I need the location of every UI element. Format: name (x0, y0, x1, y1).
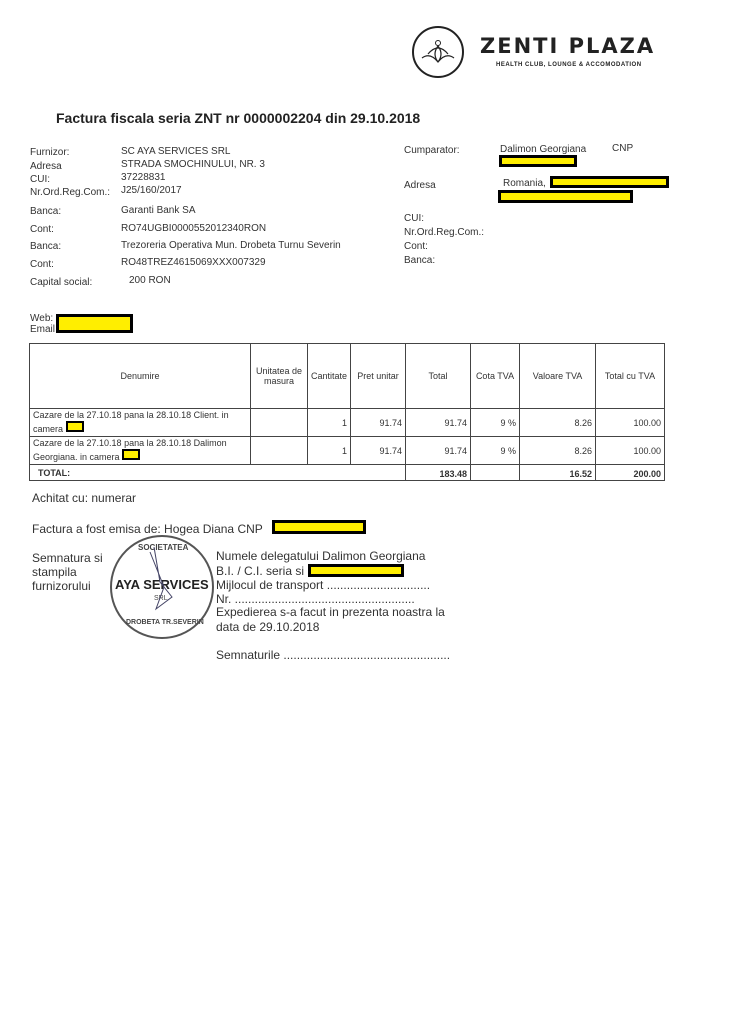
buyer-name: Dalimon Georgiana (500, 144, 587, 155)
redaction (56, 314, 133, 333)
label: Nr.Ord.Reg.Com.: (404, 227, 485, 238)
cell: 9 % (470, 408, 521, 437)
cell: 8.26 (519, 408, 597, 437)
col-header: Denumire (29, 343, 251, 409)
signature-scribble-icon (149, 546, 173, 611)
redaction (498, 190, 633, 203)
logo-tagline: HEALTH CLUB, LOUNGE & ACCOMODATION (496, 62, 642, 68)
stamp-sub: SRL (154, 595, 168, 602)
col-header: Cota TVA (470, 343, 521, 409)
col-header: Total cu TVA (595, 343, 665, 409)
address-label: Adresa (404, 180, 436, 191)
cell: 1 (306, 408, 352, 437)
total-row: TOTAL: 183.48 16.52 200.00 (28, 464, 665, 481)
web-label: Web: (30, 313, 54, 324)
label: Capital social: (30, 277, 93, 288)
cell (250, 408, 308, 437)
col-header: Cantitate (306, 343, 352, 409)
signature-label: stampila (32, 565, 77, 579)
shipping-date: data de 29.10.2018 (216, 620, 320, 634)
logo: ZENTI PLAZA HEALTH CLUB, LOUNGE & ACCOMO… (410, 24, 680, 80)
table-header: Denumire Unitatea de masura Cantitate Pr… (29, 343, 665, 409)
stamp-top: SOCIETATEA (138, 543, 189, 552)
stamp-bottom: DROBETA TR.SEVERIN (126, 619, 204, 626)
label: Cont: (30, 259, 54, 270)
table-row: Cazare de la 27.10.18 pana la 28.10.18 C… (29, 408, 665, 437)
col-header: Total (405, 343, 472, 409)
cell: 100.00 (595, 408, 665, 437)
label: Adresa (30, 161, 62, 172)
logo-name: ZENTI PLAZA (480, 34, 656, 58)
delegate-name: Numele delegatului Dalimon Georgiana (216, 549, 426, 563)
total-vat: 16.52 (519, 464, 597, 481)
table-row: Cazare de la 27.10.18 pana la 28.10.18 D… (29, 436, 665, 465)
cell: 8.26 (519, 436, 597, 465)
redaction (308, 564, 404, 577)
cell: 91.74 (405, 436, 472, 465)
total-label: TOTAL: (28, 464, 407, 481)
cell: 9 % (470, 436, 521, 465)
label: Banca: (30, 241, 62, 252)
label: Furnizor: (30, 147, 70, 158)
items-table: Denumire Unitatea de masura Cantitate Pr… (28, 343, 665, 481)
value: Trezoreria Operativa Mun. Drobeta Turnu … (121, 240, 341, 251)
buyer-address: Romania, (503, 178, 546, 189)
value: SC AYA SERVICES SRL (121, 146, 231, 157)
cell: 91.74 (350, 408, 407, 437)
email-label: Email (30, 324, 56, 335)
cell-desc: Cazare de la 27.10.18 pana la 28.10.18 D… (29, 436, 251, 465)
cell: 91.74 (350, 436, 407, 465)
shipping-note: Expedierea s-a facut in prezenta noastra… (216, 605, 445, 619)
value: J25/160/2017 (121, 185, 182, 196)
redaction (550, 176, 669, 188)
company-stamp: SOCIETATEA AYA SERVICES SRL DROBETA TR.S… (110, 535, 214, 639)
label: Nr.Ord.Reg.Com.: (30, 187, 111, 198)
label: CUI: (404, 213, 424, 224)
cell: 1 (306, 436, 352, 465)
value: STRADA SMOCHINULUI, NR. 3 (121, 159, 265, 170)
redaction (499, 155, 577, 167)
col-header: Unitatea de masura (250, 343, 308, 409)
transport-nr: Nr. ....................................… (216, 592, 415, 606)
value: 200 RON (129, 275, 171, 286)
label: Cont: (30, 224, 54, 235)
value: 37228831 (121, 172, 166, 183)
payment-method: Achitat cu: numerar (32, 491, 137, 505)
cell (250, 436, 308, 465)
signature-label: furnizorului (32, 579, 91, 593)
value: Garanti Bank SA (121, 205, 196, 216)
invoice-title: Factura fiscala seria ZNT nr 0000002204 … (56, 110, 421, 126)
col-header: Pret unitar (350, 343, 407, 409)
transport: Mijlocul de transport ..................… (216, 578, 431, 592)
value: RO48TREZ4615069XXX007329 (121, 257, 266, 268)
lotus-logo-icon (412, 26, 464, 78)
col-header: Valoare TVA (519, 343, 597, 409)
label: Banca: (30, 206, 62, 217)
cell-desc: Cazare de la 27.10.18 pana la 28.10.18 C… (29, 408, 251, 437)
issued-by: Factura a fost emisa de: Hogea Diana CNP (32, 522, 263, 536)
label: Banca: (404, 255, 436, 266)
delegate-id: B.I. / C.I. seria si nr. (216, 564, 321, 578)
total-value: 183.48 (405, 464, 472, 481)
signature-label: Semnatura si (32, 551, 103, 565)
grand-total: 200.00 (595, 464, 665, 481)
buyer-label: Cumparator: (404, 145, 460, 156)
label: Cont: (404, 241, 428, 252)
redaction (272, 520, 366, 534)
label: CUI: (30, 174, 50, 185)
value: RO74UGBI0000552012340RON (121, 223, 267, 234)
cnp-label: CNP (612, 143, 634, 154)
cell: 100.00 (595, 436, 665, 465)
cell: 91.74 (405, 408, 472, 437)
signatures: Semnaturile ............................… (216, 648, 451, 662)
